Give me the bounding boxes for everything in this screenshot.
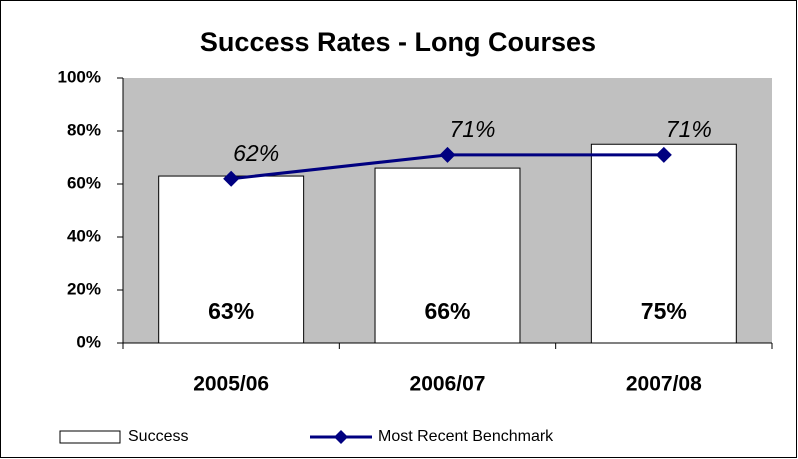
y-tick-label: 0% bbox=[76, 332, 101, 351]
y-tick-label: 40% bbox=[67, 226, 101, 245]
x-tick-label: 2007/08 bbox=[626, 373, 702, 396]
y-tick-label: 20% bbox=[67, 279, 101, 298]
y-tick-label: 100% bbox=[58, 67, 101, 86]
legend-label: Success bbox=[128, 428, 188, 445]
x-tick-label: 2005/06 bbox=[193, 373, 269, 396]
line-value-label: 62% bbox=[233, 140, 279, 166]
bar-value-label: 66% bbox=[424, 298, 470, 324]
bar-value-label: 63% bbox=[208, 298, 254, 324]
benchmark-marker bbox=[439, 146, 456, 163]
bar bbox=[374, 167, 521, 344]
x-tick-label: 2006/07 bbox=[410, 373, 486, 396]
benchmark-marker bbox=[655, 146, 672, 163]
bar-value-label: 75% bbox=[641, 298, 687, 324]
chart-title: Success Rates - Long Courses bbox=[200, 27, 596, 57]
line-value-label: 71% bbox=[666, 116, 712, 142]
y-tick-label: 60% bbox=[67, 173, 101, 192]
legend-swatch bbox=[59, 430, 121, 444]
line-value-label: 71% bbox=[449, 116, 495, 142]
bar bbox=[158, 175, 305, 344]
legend-label: Most Recent Benchmark bbox=[378, 428, 554, 445]
y-tick-label: 80% bbox=[67, 120, 101, 139]
legend-marker bbox=[334, 430, 348, 444]
bar bbox=[590, 143, 737, 344]
benchmark-marker bbox=[223, 170, 240, 187]
